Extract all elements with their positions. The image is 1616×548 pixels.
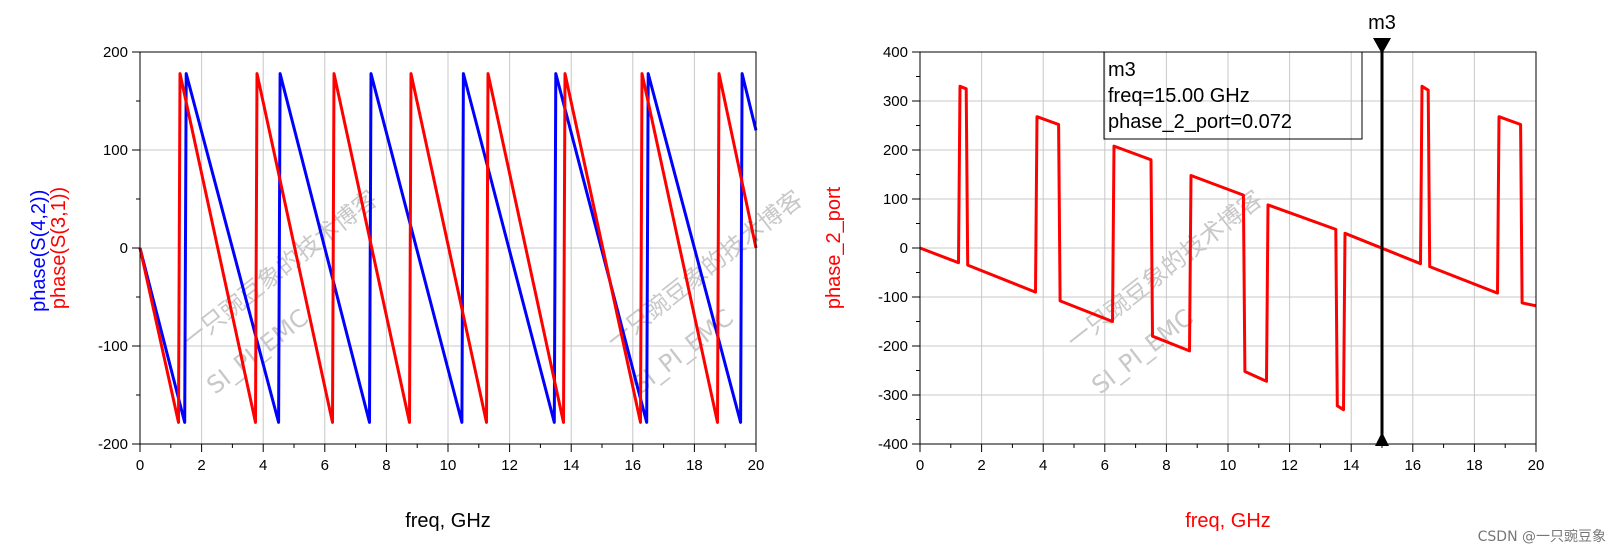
left-x-tick-label-9: 18: [686, 457, 703, 474]
left-x-tick-label-3: 6: [321, 457, 329, 474]
marker-readout-line1: m3: [1108, 59, 1136, 81]
right-grid: [920, 52, 1536, 444]
left-y-tick-label-1: 100: [103, 142, 128, 159]
chart-right: 0 2 4 6 8 10 12 14 16 18 20 400 300 200 100 0 -100 -200 -…: [823, 12, 1544, 532]
marker-m3[interactable]: m3: [1368, 12, 1396, 446]
right-x-tick-label-8: 16: [1404, 457, 1421, 474]
left-series-line-1: [138, 72, 758, 424]
right-y-tick-label-8: -400: [878, 436, 908, 453]
right-y-axis-label: phase_2_port: [823, 186, 845, 309]
left-series-line-0: [138, 72, 758, 424]
left-x-ticks: 0 2 4 6 8 10 12 14 16 18 20: [136, 444, 765, 474]
right-x-axis-label: freq, GHz: [1185, 510, 1271, 532]
left-x-tick-label-1: 2: [197, 457, 205, 474]
right-x-tick-label-7: 14: [1343, 457, 1360, 474]
right-y-tick-label-3: 100: [883, 191, 908, 208]
right-x-tick-label-0: 0: [916, 457, 924, 474]
left-y-tick-label-4: -200: [98, 436, 128, 453]
right-x-tick-label-1: 2: [977, 457, 985, 474]
right-x-tick-label-2: 4: [1039, 457, 1047, 474]
right-x-tick-label-9: 18: [1466, 457, 1483, 474]
left-x-tick-label-4: 8: [382, 457, 390, 474]
right-x-tick-label-6: 12: [1281, 457, 1298, 474]
marker-readout-line3: phase_2_port=0.072: [1108, 111, 1292, 133]
left-x-tick-label-8: 16: [624, 457, 641, 474]
marker-triangle-bottom[interactable]: [1375, 432, 1389, 446]
left-series: [138, 72, 758, 424]
right-y-tick-label-2: 200: [883, 142, 908, 159]
right-x-tick-label-5: 10: [1220, 457, 1237, 474]
right-series: [919, 84, 1537, 412]
left-grid: [140, 52, 756, 444]
right-series-line-0: [919, 84, 1537, 412]
right-x-tick-label-10: 20: [1528, 457, 1545, 474]
left-x-tick-label-6: 12: [501, 457, 518, 474]
marker-triangle-top[interactable]: [1373, 38, 1391, 54]
credit-text: CSDN @一只豌豆象: [1478, 529, 1606, 545]
right-x-ticks: 0 2 4 6 8 10 12 14 16 18 20: [916, 444, 1545, 474]
right-y-tick-label-1: 300: [883, 93, 908, 110]
marker-readout-line2: freq=15.00 GHz: [1108, 85, 1250, 107]
left-y-tick-label-0: 200: [103, 44, 128, 61]
left-x-tick-label-7: 14: [563, 457, 580, 474]
right-x-tick-label-4: 8: [1162, 457, 1170, 474]
right-y-tick-label-5: -100: [878, 289, 908, 306]
right-x-tick-label-3: 6: [1101, 457, 1109, 474]
left-x-tick-label-0: 0: [136, 457, 144, 474]
left-y-axis-label-red: phase(S(3,1)): [48, 187, 70, 309]
right-y-tick-label-4: 0: [900, 240, 908, 257]
left-x-tick-label-10: 20: [748, 457, 765, 474]
right-y-tick-label-7: -300: [878, 387, 908, 404]
marker-name-label: m3: [1368, 12, 1396, 34]
right-y-tick-label-6: -200: [878, 338, 908, 355]
left-x-tick-label-2: 4: [259, 457, 267, 474]
left-y-tick-label-2: 0: [120, 240, 128, 257]
left-y-ticks: 200 100 0 -100 -200: [98, 44, 140, 453]
left-y-axis-label: phase(S(4,2)) phase(S(3,1)): [28, 184, 70, 312]
marker-readout-box: m3 freq=15.00 GHz phase_2_port=0.072: [1103, 52, 1363, 140]
left-x-tick-label-5: 10: [440, 457, 457, 474]
right-y-ticks: 400 300 200 100 0 -100 -200 -300 -400: [878, 44, 920, 453]
chart-left: 0 2 4 6 8 10 12 14 16 18 20 200 100 0 -100 -200 freq, …: [28, 44, 764, 532]
watermark-3: 一只豌豆象的技术博客 SI_PI_EMC: [1061, 185, 1267, 400]
left-x-axis-label: freq, GHz: [405, 510, 491, 532]
left-y-axis-label-blue: phase(S(4,2)): [28, 190, 50, 312]
left-y-tick-label-3: -100: [98, 338, 128, 355]
marker-readout-border: [1103, 52, 1363, 140]
right-y-tick-label-0: 400: [883, 44, 908, 61]
